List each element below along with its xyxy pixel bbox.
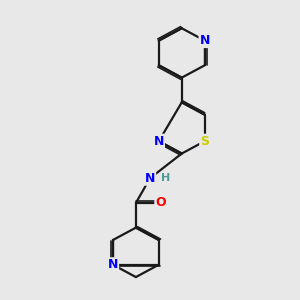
Text: S: S: [200, 135, 209, 148]
Text: N: N: [108, 258, 118, 271]
Text: H: H: [161, 173, 170, 183]
Text: N: N: [154, 135, 164, 148]
Text: O: O: [155, 196, 166, 209]
Text: N: N: [200, 34, 210, 47]
Text: N: N: [145, 172, 155, 185]
